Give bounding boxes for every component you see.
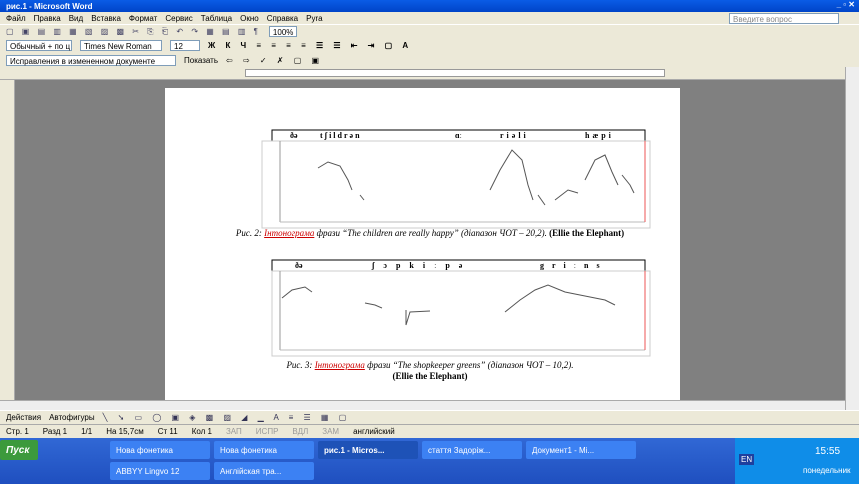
caption-2: Рис. 3: Інтонограма фрази “The shopkeepe… <box>200 360 660 382</box>
task-row-2: ABBYY Lingvo 12 Англійская тра... <box>110 462 314 480</box>
transcription-word: tʃildrən <box>320 131 362 140</box>
transcription-word: ðə <box>295 261 303 270</box>
figure-1: ðə tʃildrən ɑː riəli hæpi <box>262 130 650 228</box>
task-button[interactable]: Англійская тра... <box>214 462 314 480</box>
task-button[interactable]: Нова фонетика <box>110 441 210 459</box>
caption-term: Інтонограма <box>315 360 365 370</box>
status-item: Разд 1 <box>43 427 67 436</box>
figures: ðə tʃildrən ɑː riəli hæpi ðə ʃɔpkiːpə gr… <box>0 0 859 400</box>
task-button[interactable]: стаття Задорiж... <box>422 441 522 459</box>
caption-term: Інтонограма <box>264 228 314 238</box>
transcription-word: hæpi <box>585 131 614 140</box>
status-item: Стр. 1 <box>6 427 29 436</box>
transcription-word: griːns <box>540 261 608 270</box>
status-item: На 15,7см <box>106 427 144 436</box>
start-button[interactable]: Пуск <box>0 440 38 460</box>
caption-source: (Ellie the Elephant) <box>549 228 624 238</box>
status-item: ЗАМ <box>322 427 339 436</box>
transcription-word: ðə <box>290 131 298 140</box>
status-item: ВДЛ <box>292 427 308 436</box>
drawing-toolbar: Действия Автофигуры ╲ ➘ ▭ ◯ ▣ ◈ ▩ ▨ ◢ ▁ … <box>0 410 859 424</box>
status-item: ЗАП <box>226 427 242 436</box>
task-button[interactable]: Документ1 - Mi... <box>526 441 636 459</box>
task-button[interactable]: ABBYY Lingvo 12 <box>110 462 210 480</box>
caption-source: (Ellie the Elephant) <box>392 371 467 381</box>
autoshapes-button[interactable]: Автофигуры <box>49 413 95 422</box>
transcription-word: ʃɔpkiːpə <box>371 261 471 270</box>
horizontal-scrollbar[interactable] <box>0 400 845 410</box>
pitch-graph <box>272 271 650 356</box>
system-tray: EN 15:55 понедельник <box>735 438 859 484</box>
actions-button[interactable]: Действия <box>6 413 41 422</box>
task-button[interactable]: Нова фонетика <box>214 441 314 459</box>
word-window: рис.1 - Microsoft Word _ ▫ ✕ Файл Правка… <box>0 0 859 484</box>
drawing-icons[interactable]: ╲ ➘ ▭ ◯ ▣ ◈ ▩ ▨ ◢ ▁ A ≡ ☰ ▦ ▢ <box>103 413 351 422</box>
status-item: ИСПР <box>256 427 279 436</box>
pitch-graph <box>262 141 650 228</box>
status-bar: Стр. 1 Разд 1 1/1 На 15,7см Ст 11 Кол 1 … <box>0 424 859 438</box>
transcription-word: riəli <box>500 131 529 140</box>
vertical-scrollbar[interactable] <box>845 67 859 410</box>
status-item: Кол 1 <box>192 427 212 436</box>
caption-1: Рис. 2: Інтонограма фрази “The children … <box>190 228 670 239</box>
caption-label: Рис. 2: <box>236 228 262 238</box>
caption-text: фрази “The shopkeeper greens” (діапазон … <box>367 360 573 370</box>
task-button[interactable]: рис.1 - Micros... <box>318 441 418 459</box>
status-item: английский <box>353 427 395 436</box>
clock-time: 15:55 <box>815 446 840 457</box>
figure-2: ðə ʃɔpkiːpə griːns <box>272 260 650 356</box>
transcription-word: ɑː <box>455 131 462 140</box>
language-indicator[interactable]: EN <box>739 454 754 465</box>
task-row-1: Нова фонетика Нова фонетика рис.1 - Micr… <box>110 441 636 459</box>
clock-day: понедельник <box>803 466 851 475</box>
status-item: Ст 11 <box>158 427 178 436</box>
taskbar: Пуск Нова фонетика Нова фонетика рис.1 -… <box>0 438 859 484</box>
caption-label: Рис. 3: <box>286 360 312 370</box>
status-item: 1/1 <box>81 427 92 436</box>
caption-text: фрази “The children are really happy” (д… <box>317 228 547 238</box>
